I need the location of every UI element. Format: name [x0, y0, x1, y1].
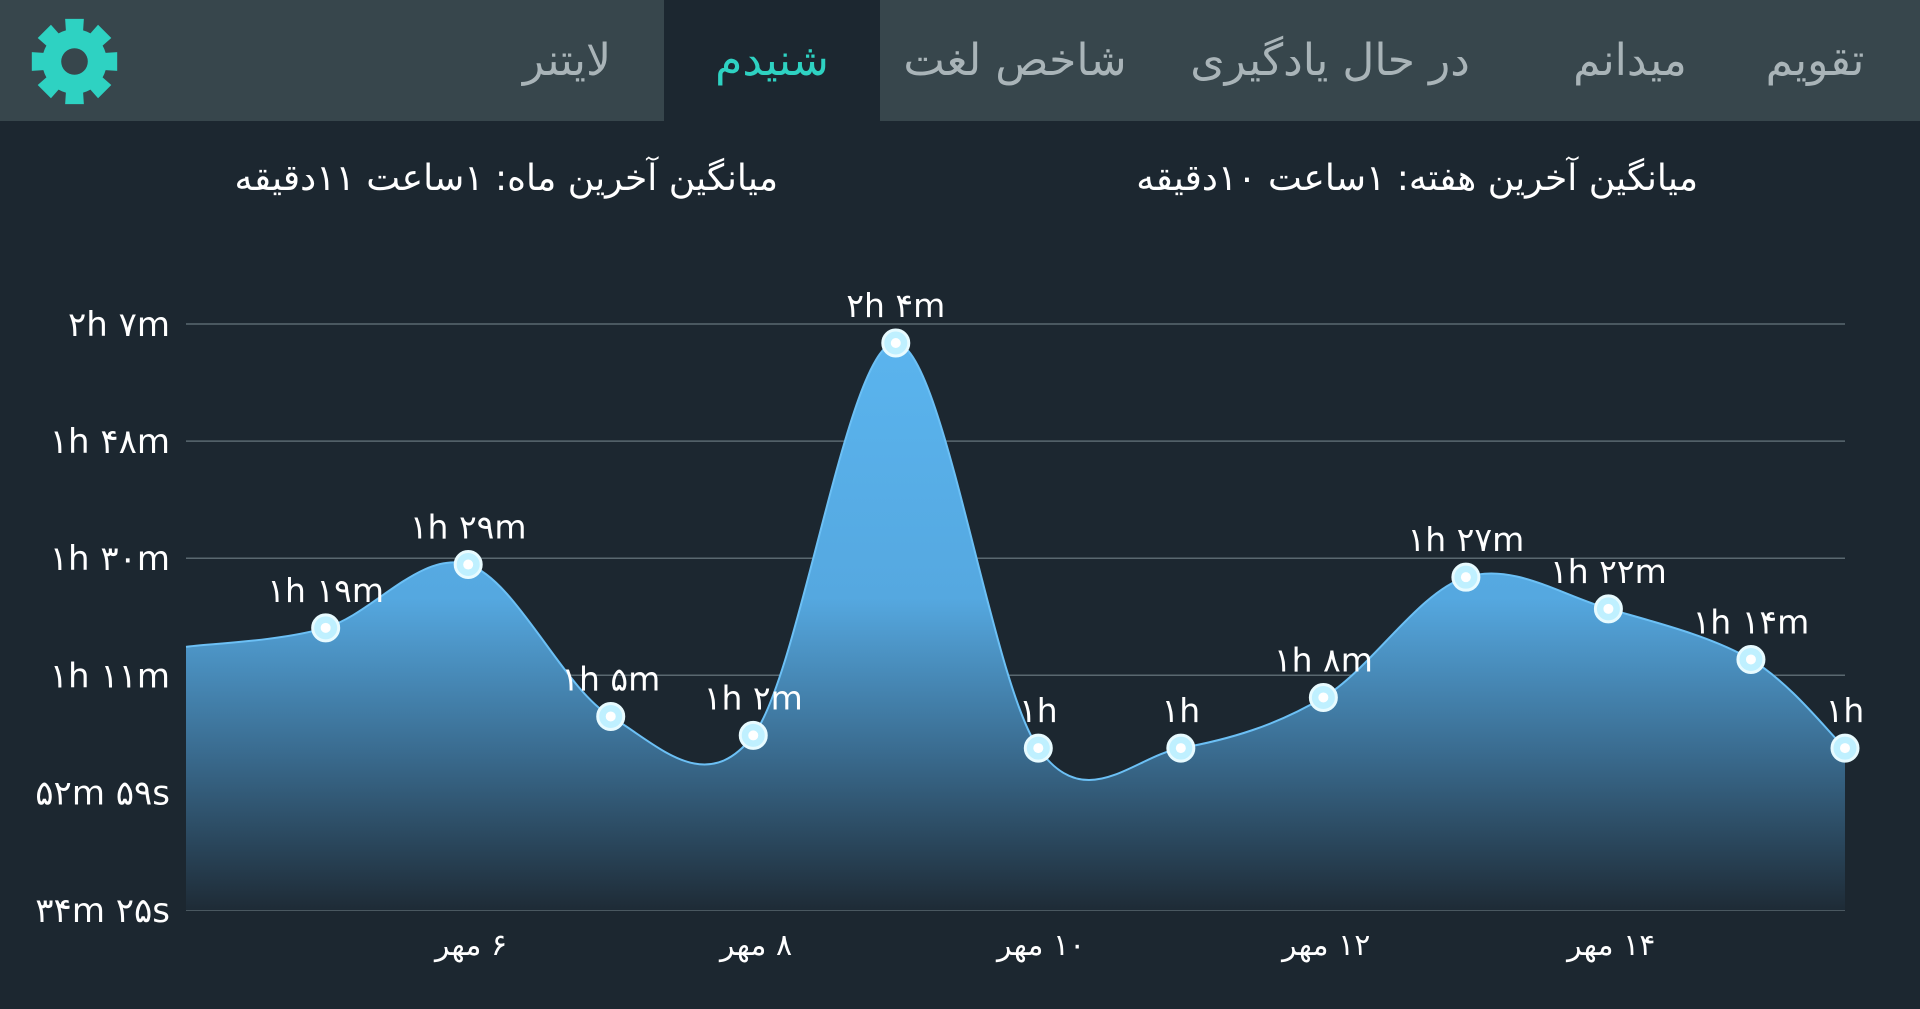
data-point-center [1033, 743, 1044, 754]
y-tick-label: ۱h ۳۰m [50, 539, 170, 579]
data-point-center [748, 730, 759, 741]
listening-time-chart: ۳۴m ۲۵s ۵۲m ۵۹s ۱h ۱۱m ۱h ۳۰m ۱h ۴۸m ۲h ۷m ۶ … [35, 286, 1864, 963]
x-tick-label: ۸ مهر [718, 928, 792, 963]
data-label: ۱h ۱۹m [267, 571, 384, 610]
data-label: ۱h ۲۲m [1550, 552, 1667, 591]
data-point-center [605, 711, 616, 722]
x-tick-label: ۱۲ مهر [1280, 928, 1370, 963]
data-label: ۲h ۴m [846, 286, 945, 325]
data-label: ۱h ۱۴m [1693, 602, 1810, 641]
gear-icon[interactable] [27, 14, 122, 109]
x-tick-label: ۱۰ مهر [995, 928, 1085, 963]
data-label: ۱h ۲m [704, 678, 803, 717]
tab-calendar[interactable]: تقویم [1765, 35, 1865, 86]
data-point-center [890, 337, 901, 348]
y-tick-label: ۱h ۱۱m [50, 656, 170, 696]
data-point-center [1603, 603, 1614, 614]
data-point-center [1745, 654, 1756, 665]
data-label: ۱h [1019, 691, 1058, 730]
x-axis: ۶ مهر ۸ مهر ۱۰ مهر ۱۲ مهر ۱۴ مهر [433, 928, 1655, 963]
data-point-center [1175, 743, 1186, 754]
data-label: ۱h ۵m [561, 659, 660, 698]
tab-learning[interactable]: در حال یادگیری [1190, 35, 1470, 86]
data-label: ۱h [1826, 691, 1865, 730]
x-tick-label: ۱۴ مهر [1565, 928, 1655, 963]
data-point-center [320, 622, 331, 633]
y-tick-label: ۳۴m ۲۵s [35, 891, 170, 931]
y-tick-label: ۱h ۴۸m [50, 422, 170, 462]
y-tick-label: ۵۲m ۵۹s [35, 774, 170, 814]
month-average: میانگین آخرین ماه: ۱ساعت ۱۱دقیقه [234, 158, 778, 199]
tab-word-index[interactable]: شاخص لغت [903, 35, 1127, 86]
week-average: میانگین آخرین هفته: ۱ساعت ۱۰دقیقه [1136, 158, 1698, 199]
data-label: ۱h ۲۹m [410, 508, 527, 547]
tab-listened[interactable]: شنیدم [664, 0, 880, 121]
tab-leitner[interactable]: لایتنر [522, 35, 612, 86]
y-axis: ۳۴m ۲۵s ۵۲m ۵۹s ۱h ۱۱m ۱h ۳۰m ۱h ۴۸m ۲h ۷m [35, 305, 170, 931]
area-fill [186, 342, 1845, 910]
data-label: ۱h [1162, 691, 1201, 730]
data-labels: ۱h ۱۹m ۱h ۲۹m ۱h ۵m ۱h ۲m ۲h ۴m ۱h ۱h ۱h ۸m ۱h ۲… [267, 286, 1864, 730]
data-point-center [1840, 743, 1850, 754]
data-point-center [1460, 572, 1471, 583]
area-line [185, 341, 1846, 781]
data-point-center [1318, 692, 1329, 703]
data-points [311, 328, 1860, 763]
y-tick-label: ۲h ۷m [68, 305, 170, 345]
data-point-center [463, 559, 474, 570]
data-label: ۱h ۸m [1274, 640, 1373, 679]
tab-known[interactable]: میدانم [1573, 35, 1687, 86]
tab-bar: تقویم میدانم در حال یادگیری شاخص لغت شنی… [0, 0, 1920, 121]
x-tick-label: ۶ مهر [433, 928, 507, 963]
data-label: ۱h ۲۷m [1408, 520, 1525, 559]
